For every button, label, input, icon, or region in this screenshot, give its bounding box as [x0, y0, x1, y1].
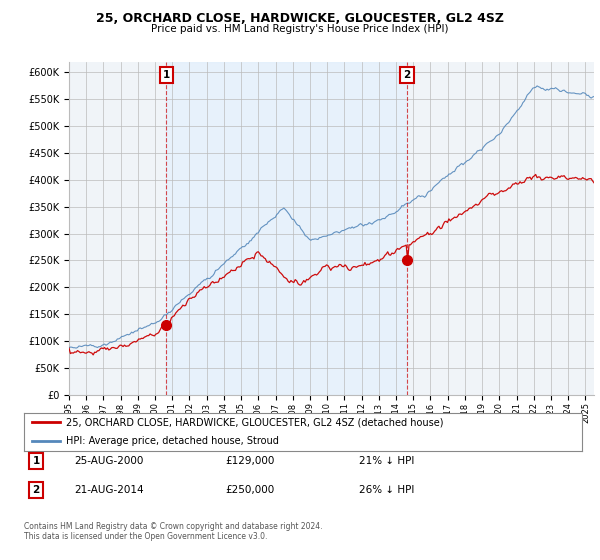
- Text: 1: 1: [163, 69, 170, 80]
- Text: 2: 2: [32, 486, 40, 496]
- Text: £250,000: £250,000: [225, 486, 274, 496]
- Text: Contains HM Land Registry data © Crown copyright and database right 2024.
This d: Contains HM Land Registry data © Crown c…: [24, 522, 323, 542]
- Text: 25, ORCHARD CLOSE, HARDWICKE, GLOUCESTER, GL2 4SZ (detached house): 25, ORCHARD CLOSE, HARDWICKE, GLOUCESTER…: [66, 417, 443, 427]
- Text: 25, ORCHARD CLOSE, HARDWICKE, GLOUCESTER, GL2 4SZ: 25, ORCHARD CLOSE, HARDWICKE, GLOUCESTER…: [96, 12, 504, 25]
- Text: £129,000: £129,000: [225, 456, 274, 466]
- Text: 2: 2: [404, 69, 411, 80]
- Text: 21% ↓ HPI: 21% ↓ HPI: [359, 456, 414, 466]
- Bar: [166, 62, 407, 395]
- Text: Price paid vs. HM Land Registry's House Price Index (HPI): Price paid vs. HM Land Registry's House …: [151, 24, 449, 34]
- Text: 25-AUG-2000: 25-AUG-2000: [74, 456, 143, 466]
- Text: 26% ↓ HPI: 26% ↓ HPI: [359, 486, 414, 496]
- Text: 1: 1: [32, 456, 40, 466]
- Text: HPI: Average price, detached house, Stroud: HPI: Average price, detached house, Stro…: [66, 436, 279, 446]
- Text: 21-AUG-2014: 21-AUG-2014: [74, 486, 144, 496]
